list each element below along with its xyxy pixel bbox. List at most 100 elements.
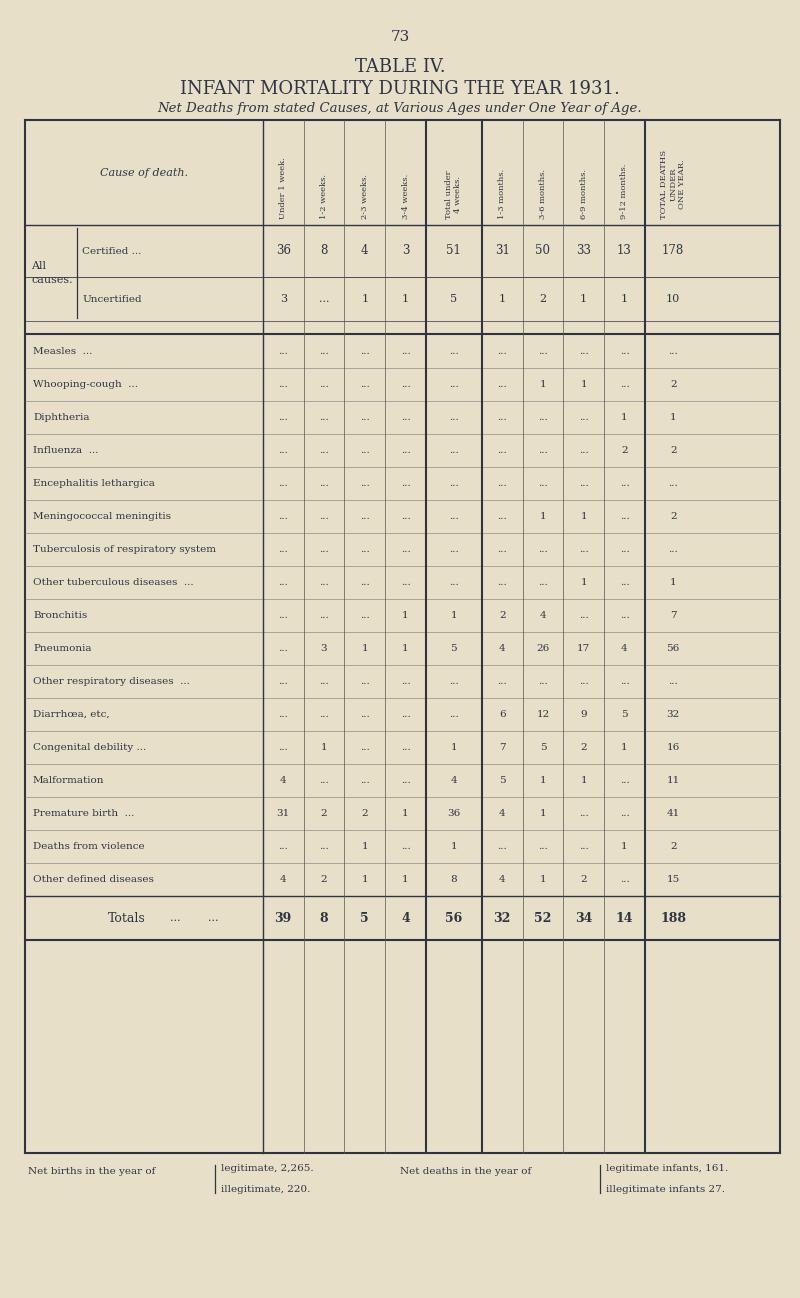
Text: 3-6 months.: 3-6 months.: [539, 169, 547, 219]
Text: ...: ...: [360, 678, 370, 687]
Text: ...: ...: [319, 380, 329, 389]
Text: Whooping-cough  ...: Whooping-cough ...: [33, 380, 138, 389]
Text: 1: 1: [498, 295, 506, 304]
Text: ...: ...: [498, 678, 507, 687]
Text: 5: 5: [621, 710, 628, 719]
Text: ...: ...: [360, 380, 370, 389]
Text: 1-2 weeks.: 1-2 weeks.: [320, 174, 328, 219]
Text: 41: 41: [666, 809, 680, 818]
Text: Net deaths in the year of: Net deaths in the year of: [400, 1167, 531, 1176]
Text: 36: 36: [276, 244, 290, 257]
Text: Total under
4 weeks.: Total under 4 weeks.: [446, 170, 462, 219]
Text: ...: ...: [538, 479, 548, 488]
Text: 1: 1: [540, 875, 546, 884]
Text: 1: 1: [670, 578, 677, 587]
Text: Premature birth  ...: Premature birth ...: [33, 809, 134, 818]
Text: ...: ...: [498, 413, 507, 422]
Text: ...: ...: [619, 776, 630, 785]
Text: ...: ...: [278, 611, 288, 620]
Text: 1: 1: [402, 875, 409, 884]
Text: ...: ...: [668, 545, 678, 554]
Text: ...: ...: [360, 710, 370, 719]
Text: 3: 3: [280, 295, 286, 304]
Text: 1: 1: [362, 644, 368, 653]
Text: 9-12 months.: 9-12 months.: [621, 164, 629, 219]
Text: 1: 1: [621, 295, 628, 304]
Text: ...: ...: [579, 842, 589, 851]
Text: 1: 1: [450, 842, 457, 851]
Text: 1: 1: [540, 809, 546, 818]
Text: 56: 56: [446, 911, 462, 924]
Text: ...: ...: [619, 578, 630, 587]
Text: ...: ...: [360, 776, 370, 785]
Text: ...: ...: [360, 611, 370, 620]
Text: 1: 1: [450, 742, 457, 752]
Text: 4: 4: [621, 644, 628, 653]
Text: ...: ...: [619, 479, 630, 488]
Text: ...: ...: [538, 545, 548, 554]
Text: 3-4 weeks.: 3-4 weeks.: [402, 174, 410, 219]
Text: ...: ...: [360, 479, 370, 488]
Text: 3: 3: [402, 244, 410, 257]
Text: Encephalitis lethargica: Encephalitis lethargica: [33, 479, 155, 488]
Text: ...: ...: [668, 678, 678, 687]
Text: 2: 2: [621, 447, 628, 456]
Text: 3: 3: [321, 644, 327, 653]
Text: ...: ...: [401, 511, 410, 520]
Text: 2: 2: [362, 809, 368, 818]
Text: ...: ...: [278, 347, 288, 356]
Text: 33: 33: [576, 244, 591, 257]
Text: ...: ...: [208, 912, 218, 923]
Text: TOTAL DEATHS
UNDER
ONE YEAR.: TOTAL DEATHS UNDER ONE YEAR.: [660, 149, 686, 219]
Text: 2: 2: [321, 809, 327, 818]
Text: ...: ...: [278, 842, 288, 851]
Text: 1: 1: [580, 380, 587, 389]
Text: 5: 5: [450, 644, 457, 653]
Text: 2: 2: [580, 742, 587, 752]
Text: 12: 12: [536, 710, 550, 719]
Text: 10: 10: [666, 295, 680, 304]
Text: 5: 5: [540, 742, 546, 752]
Text: 4: 4: [499, 809, 506, 818]
Text: ...: ...: [401, 413, 410, 422]
Text: 1: 1: [580, 295, 587, 304]
Text: ...: ...: [360, 511, 370, 520]
Text: Tuberculosis of respiratory system: Tuberculosis of respiratory system: [33, 545, 216, 554]
Text: ...: ...: [360, 742, 370, 752]
Text: 51: 51: [446, 244, 462, 257]
Text: 4: 4: [499, 875, 506, 884]
Text: Net Deaths from stated Causes, at Various Ages under One Year of Age.: Net Deaths from stated Causes, at Variou…: [158, 103, 642, 116]
Text: ...: ...: [401, 479, 410, 488]
Text: 2-3 weeks.: 2-3 weeks.: [361, 174, 369, 219]
Text: 1-3 months.: 1-3 months.: [498, 169, 506, 219]
Text: ...: ...: [619, 545, 630, 554]
Text: 1: 1: [621, 413, 628, 422]
Text: ...: ...: [360, 347, 370, 356]
Text: TABLE IV.: TABLE IV.: [354, 58, 446, 77]
Text: 31: 31: [494, 244, 510, 257]
Text: 1: 1: [450, 611, 457, 620]
Text: ...: ...: [319, 447, 329, 456]
Text: 2: 2: [670, 380, 677, 389]
Text: 2: 2: [499, 611, 506, 620]
Text: 6-9 months.: 6-9 months.: [580, 169, 588, 219]
Text: ...: ...: [498, 578, 507, 587]
Text: Bronchitis: Bronchitis: [33, 611, 87, 620]
Text: ...: ...: [498, 511, 507, 520]
Text: ...: ...: [668, 479, 678, 488]
Text: 56: 56: [666, 644, 680, 653]
Text: 1: 1: [402, 611, 409, 620]
Text: ...: ...: [498, 479, 507, 488]
Text: ...: ...: [449, 545, 458, 554]
Text: ...: ...: [318, 295, 330, 304]
Text: 8: 8: [450, 875, 457, 884]
Text: ...: ...: [401, 447, 410, 456]
Text: 1: 1: [402, 295, 409, 304]
Text: Malformation: Malformation: [33, 776, 105, 785]
Text: ...: ...: [538, 842, 548, 851]
Text: ...: ...: [401, 347, 410, 356]
Text: ...: ...: [619, 511, 630, 520]
Text: 4: 4: [450, 776, 457, 785]
Text: 1: 1: [402, 644, 409, 653]
Text: 39: 39: [274, 911, 292, 924]
